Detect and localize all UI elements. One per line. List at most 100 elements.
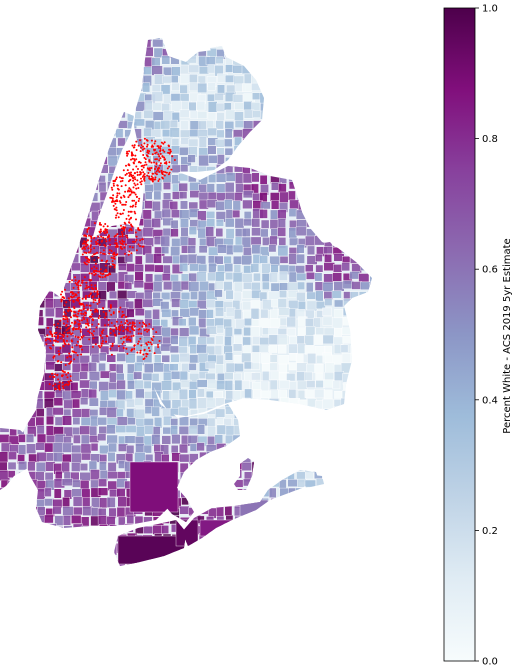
census-tract: [333, 85, 345, 94]
census-tract: [107, 102, 118, 111]
census-tract: [296, 435, 305, 444]
census-tract: [18, 47, 29, 56]
census-tract: [287, 83, 298, 94]
census-tract: [396, 443, 403, 452]
census-tract: [224, 336, 232, 348]
red-point: [93, 222, 96, 225]
census-tract: [62, 211, 71, 222]
red-point: [57, 378, 60, 381]
red-point: [68, 382, 71, 385]
census-tract: [189, 307, 200, 317]
census-tract: [351, 164, 362, 175]
census-tract: [341, 38, 350, 41]
census-tract: [279, 290, 287, 298]
census-tract: [44, 487, 52, 497]
red-point: [64, 312, 67, 315]
census-tract: [387, 155, 396, 166]
red-point: [114, 242, 117, 245]
red-point: [150, 175, 153, 178]
red-point: [97, 235, 100, 238]
census-tract: [322, 109, 332, 118]
census-tract: [108, 569, 117, 580]
census-tract: [332, 471, 343, 481]
census-tract: [170, 219, 179, 230]
red-point: [83, 261, 86, 264]
census-tract: [116, 379, 126, 390]
red-point: [137, 187, 140, 189]
red-point: [65, 315, 68, 318]
red-point: [78, 309, 81, 312]
red-point: [147, 152, 150, 155]
census-tract: [71, 444, 82, 454]
red-point: [155, 151, 158, 154]
census-tract: [9, 163, 21, 172]
red-point: [135, 149, 138, 151]
census-tract: [378, 554, 389, 563]
census-tract: [225, 39, 236, 48]
census-tract: [378, 148, 386, 156]
red-point: [142, 358, 145, 361]
census-tract: [71, 560, 83, 566]
red-point: [64, 364, 67, 366]
census-tract: [133, 57, 145, 65]
red-point: [89, 293, 92, 296]
census-tract: [252, 460, 262, 469]
census-tract: [179, 73, 190, 84]
census-tract: [395, 578, 405, 585]
census-tract: [170, 552, 182, 563]
census-tract: [388, 498, 398, 509]
census-tract: [106, 407, 118, 418]
census-tract: [45, 307, 55, 317]
census-tract: [315, 400, 323, 410]
census-tract: [360, 380, 370, 390]
red-point: [130, 216, 133, 219]
census-tract: [305, 497, 313, 506]
census-tract: [386, 479, 394, 486]
colorbar-tick-label: 0.0: [482, 657, 498, 668]
census-tract: [80, 56, 91, 66]
census-tract: [251, 64, 262, 74]
census-tract: [368, 319, 372, 330]
census-tract: [9, 110, 18, 120]
census-tract: [225, 406, 234, 415]
census-tract: [217, 244, 228, 254]
census-tract: [53, 237, 62, 246]
census-tract: [89, 48, 99, 58]
census-tract: [289, 381, 297, 391]
red-point: [103, 244, 106, 246]
red-point: [71, 350, 74, 353]
red-point: [158, 178, 161, 181]
red-point: [113, 251, 116, 254]
census-tract: [279, 380, 291, 389]
census-tract: [388, 85, 398, 94]
census-tract: [387, 425, 397, 435]
census-tract: [315, 253, 323, 262]
census-tract: [269, 479, 281, 488]
census-tract: [178, 388, 189, 401]
census-tract: [305, 326, 316, 336]
census-tract: [250, 145, 259, 155]
census-tract: [118, 571, 127, 579]
census-tract: [286, 166, 296, 177]
census-tract: [369, 372, 372, 383]
census-tract: [17, 201, 27, 212]
census-tract: [298, 425, 307, 435]
census-tract: [368, 121, 372, 131]
census-tract: [180, 200, 188, 210]
census-tract: [351, 362, 364, 371]
census-tract: [359, 244, 369, 255]
census-tract: [124, 82, 134, 94]
census-tract: [25, 433, 35, 443]
census-tract: [0, 506, 8, 516]
red-point: [164, 171, 167, 174]
red-point: [122, 169, 125, 172]
census-tract: [280, 39, 292, 49]
census-tract: [180, 227, 189, 237]
census-tract: [368, 508, 372, 516]
red-point: [83, 318, 86, 321]
census-tract: [54, 173, 66, 185]
red-point: [140, 144, 143, 147]
census-tract: [379, 65, 390, 74]
census-tract: [367, 326, 372, 338]
census-tract: [88, 102, 99, 113]
